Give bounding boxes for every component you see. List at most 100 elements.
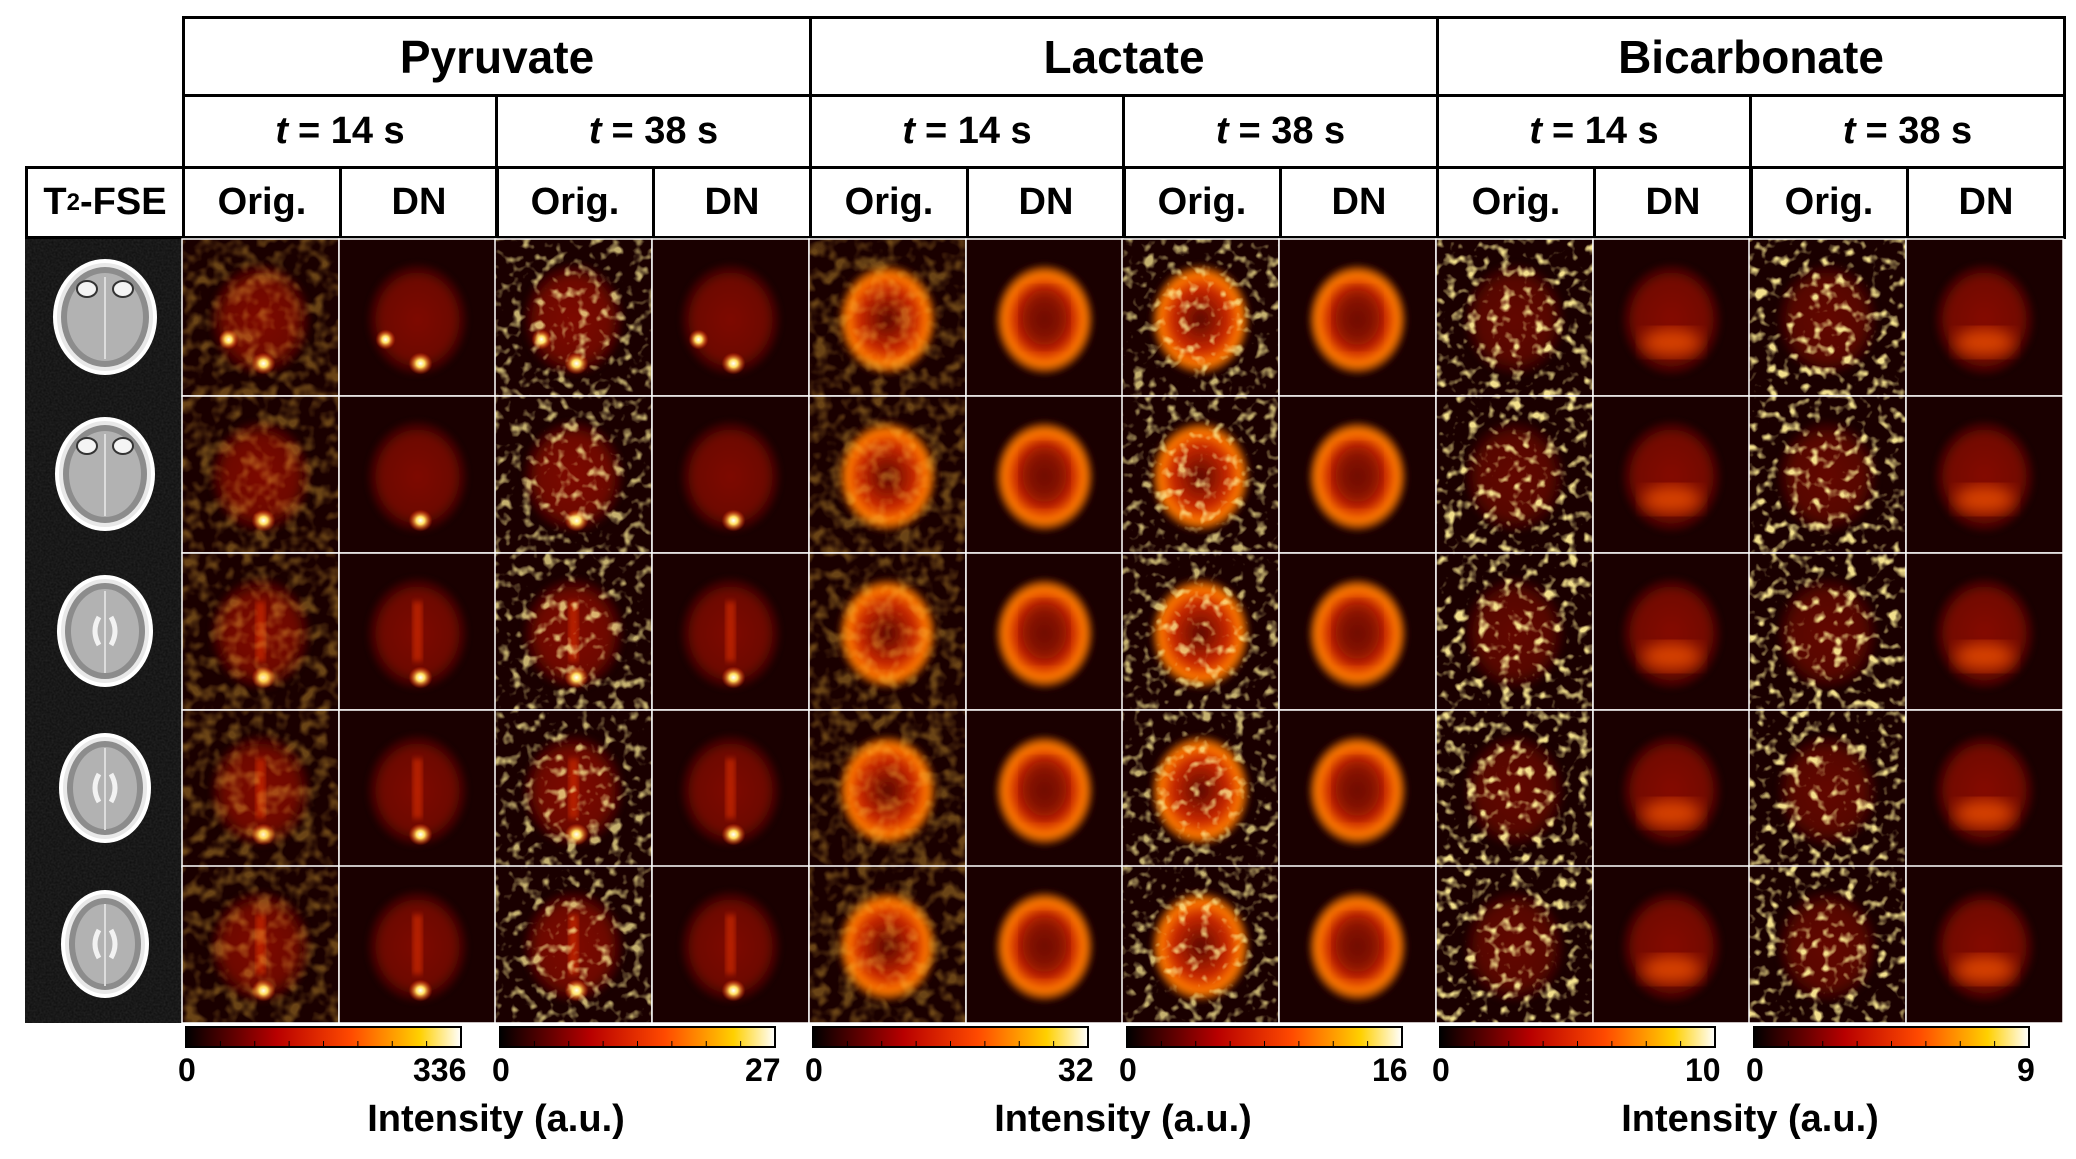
header-time-lac-38: t = 38 s xyxy=(1122,94,1439,169)
cell-bic-38-dn-row2 xyxy=(1905,395,2064,554)
time-value: = 14 s xyxy=(1551,110,1659,152)
t2-label-sub: 2 xyxy=(66,188,80,216)
cell-bic-38-orig-row1 xyxy=(1748,238,1907,397)
t2-label-main: T xyxy=(43,181,67,223)
colorbar-pyr-38 xyxy=(499,1026,776,1048)
colorbar-bic-38 xyxy=(1753,1026,2030,1048)
cell-lac-14-orig-row3 xyxy=(808,552,967,711)
cell-bic-14-orig-row4 xyxy=(1435,709,1594,868)
colorbar-bic-14 xyxy=(1439,1026,1716,1048)
time-value: = 38 s xyxy=(1238,110,1346,152)
cell-pyr-14-orig-row2 xyxy=(181,395,340,554)
cell-bic-14-orig-row5 xyxy=(1435,865,1594,1024)
header-time-lac-14: t = 14 s xyxy=(809,94,1125,169)
cell-bic-38-dn-row5 xyxy=(1905,865,2064,1024)
cell-lac-14-dn-row4 xyxy=(965,709,1124,868)
cell-lac-14-dn-row1 xyxy=(965,238,1124,397)
cell-pyr-14-dn-row4 xyxy=(338,709,497,868)
t2-image-row-5 xyxy=(25,866,185,1023)
cell-lac-14-orig-row5 xyxy=(808,865,967,1024)
cell-bic-14-orig-row3 xyxy=(1435,552,1594,711)
header-orig-pyr-14: Orig. xyxy=(182,166,342,239)
cell-pyr-38-dn-row5 xyxy=(651,865,810,1024)
cell-bic-14-dn-row4 xyxy=(1592,709,1751,868)
cell-bic-14-dn-row3 xyxy=(1592,552,1751,711)
cell-lac-38-orig-row5 xyxy=(1121,865,1280,1024)
header-dn-pyr-14: DN xyxy=(339,166,499,239)
cell-bic-38-orig-row5 xyxy=(1748,865,1907,1024)
cell-lac-38-dn-row1 xyxy=(1278,238,1437,397)
header-time-pyr-38: t = 38 s xyxy=(495,94,812,169)
t2-image-row-4 xyxy=(25,710,185,867)
colorbar-max-label: 9 xyxy=(2017,1052,2035,1088)
colorbar-max-label: 16 xyxy=(1372,1052,1408,1088)
cell-lac-38-orig-row2 xyxy=(1121,395,1280,554)
cell-bic-38-orig-row2 xyxy=(1748,395,1907,554)
colorbar-min-label: 0 xyxy=(1746,1052,1764,1088)
cell-pyr-38-orig-row3 xyxy=(494,552,653,711)
time-value: = 14 s xyxy=(924,110,1032,152)
cell-lac-38-dn-row4 xyxy=(1278,709,1437,868)
cell-lac-38-orig-row3 xyxy=(1121,552,1280,711)
cell-pyr-14-dn-row2 xyxy=(338,395,497,554)
cell-pyr-38-dn-row2 xyxy=(651,395,810,554)
colorbar-max-label: 10 xyxy=(1685,1052,1721,1088)
cell-pyr-38-orig-row2 xyxy=(494,395,653,554)
header-dn-lac-14: DN xyxy=(966,166,1126,239)
cell-lac-38-dn-row3 xyxy=(1278,552,1437,711)
cell-pyr-14-dn-row1 xyxy=(338,238,497,397)
t2-image-row-3 xyxy=(25,553,185,710)
colorbar-min-label: 0 xyxy=(178,1052,196,1088)
cell-bic-38-dn-row1 xyxy=(1905,238,2064,397)
colorbar-lac-14 xyxy=(812,1026,1089,1048)
t2-image-row-1 xyxy=(25,239,185,396)
cell-bic-14-orig-row1 xyxy=(1435,238,1594,397)
t2-image-row-2 xyxy=(25,396,185,553)
cell-bic-38-dn-row3 xyxy=(1905,552,2064,711)
cell-pyr-38-orig-row1 xyxy=(494,238,653,397)
time-var: t xyxy=(1842,110,1856,152)
cell-bic-38-orig-row3 xyxy=(1748,552,1907,711)
cell-lac-38-dn-row5 xyxy=(1278,865,1437,1024)
cell-lac-14-orig-row2 xyxy=(808,395,967,554)
time-var: t xyxy=(1215,110,1229,152)
time-var: t xyxy=(1529,110,1542,152)
cell-bic-14-orig-row2 xyxy=(1435,395,1594,554)
cell-pyr-14-orig-row5 xyxy=(181,865,340,1024)
cell-pyr-38-orig-row4 xyxy=(494,709,653,868)
intensity-label-bic: Intensity (a.u.) xyxy=(1621,1098,1879,1140)
colorbar-pyr-14 xyxy=(185,1026,462,1048)
colorbar-max-label: 336 xyxy=(413,1052,467,1088)
header-orig-pyr-38: Orig. xyxy=(495,166,655,239)
time-value: = 38 s xyxy=(611,110,719,152)
cell-bic-38-orig-row4 xyxy=(1748,709,1907,868)
cell-pyr-38-dn-row4 xyxy=(651,709,810,868)
time-value: = 38 s xyxy=(1865,110,1973,152)
cell-pyr-38-dn-row3 xyxy=(651,552,810,711)
cell-lac-38-orig-row1 xyxy=(1121,238,1280,397)
time-value: = 14 s xyxy=(297,110,405,152)
time-var: t xyxy=(588,110,602,152)
cell-bic-14-dn-row2 xyxy=(1592,395,1751,554)
colorbar-max-label: 32 xyxy=(1058,1052,1094,1088)
cell-pyr-14-orig-row4 xyxy=(181,709,340,868)
cell-pyr-38-dn-row1 xyxy=(651,238,810,397)
cell-pyr-38-orig-row5 xyxy=(494,865,653,1024)
cell-pyr-14-dn-row5 xyxy=(338,865,497,1024)
intensity-label-pyr: Intensity (a.u.) xyxy=(367,1098,625,1140)
cell-bic-38-dn-row4 xyxy=(1905,709,2064,868)
time-var: t xyxy=(275,110,288,152)
cell-pyr-14-orig-row3 xyxy=(181,552,340,711)
colorbar-min-label: 0 xyxy=(492,1052,510,1088)
time-var: t xyxy=(902,110,915,152)
cell-lac-14-orig-row1 xyxy=(808,238,967,397)
cell-pyr-14-orig-row1 xyxy=(181,238,340,397)
colorbar-min-label: 0 xyxy=(805,1052,823,1088)
cell-lac-38-orig-row4 xyxy=(1121,709,1280,868)
cell-lac-14-dn-row3 xyxy=(965,552,1124,711)
colorbar-min-label: 0 xyxy=(1432,1052,1450,1088)
colorbar-min-label: 0 xyxy=(1119,1052,1137,1088)
cell-lac-14-dn-row5 xyxy=(965,865,1124,1024)
t2-label-tail: -FSE xyxy=(80,181,167,223)
